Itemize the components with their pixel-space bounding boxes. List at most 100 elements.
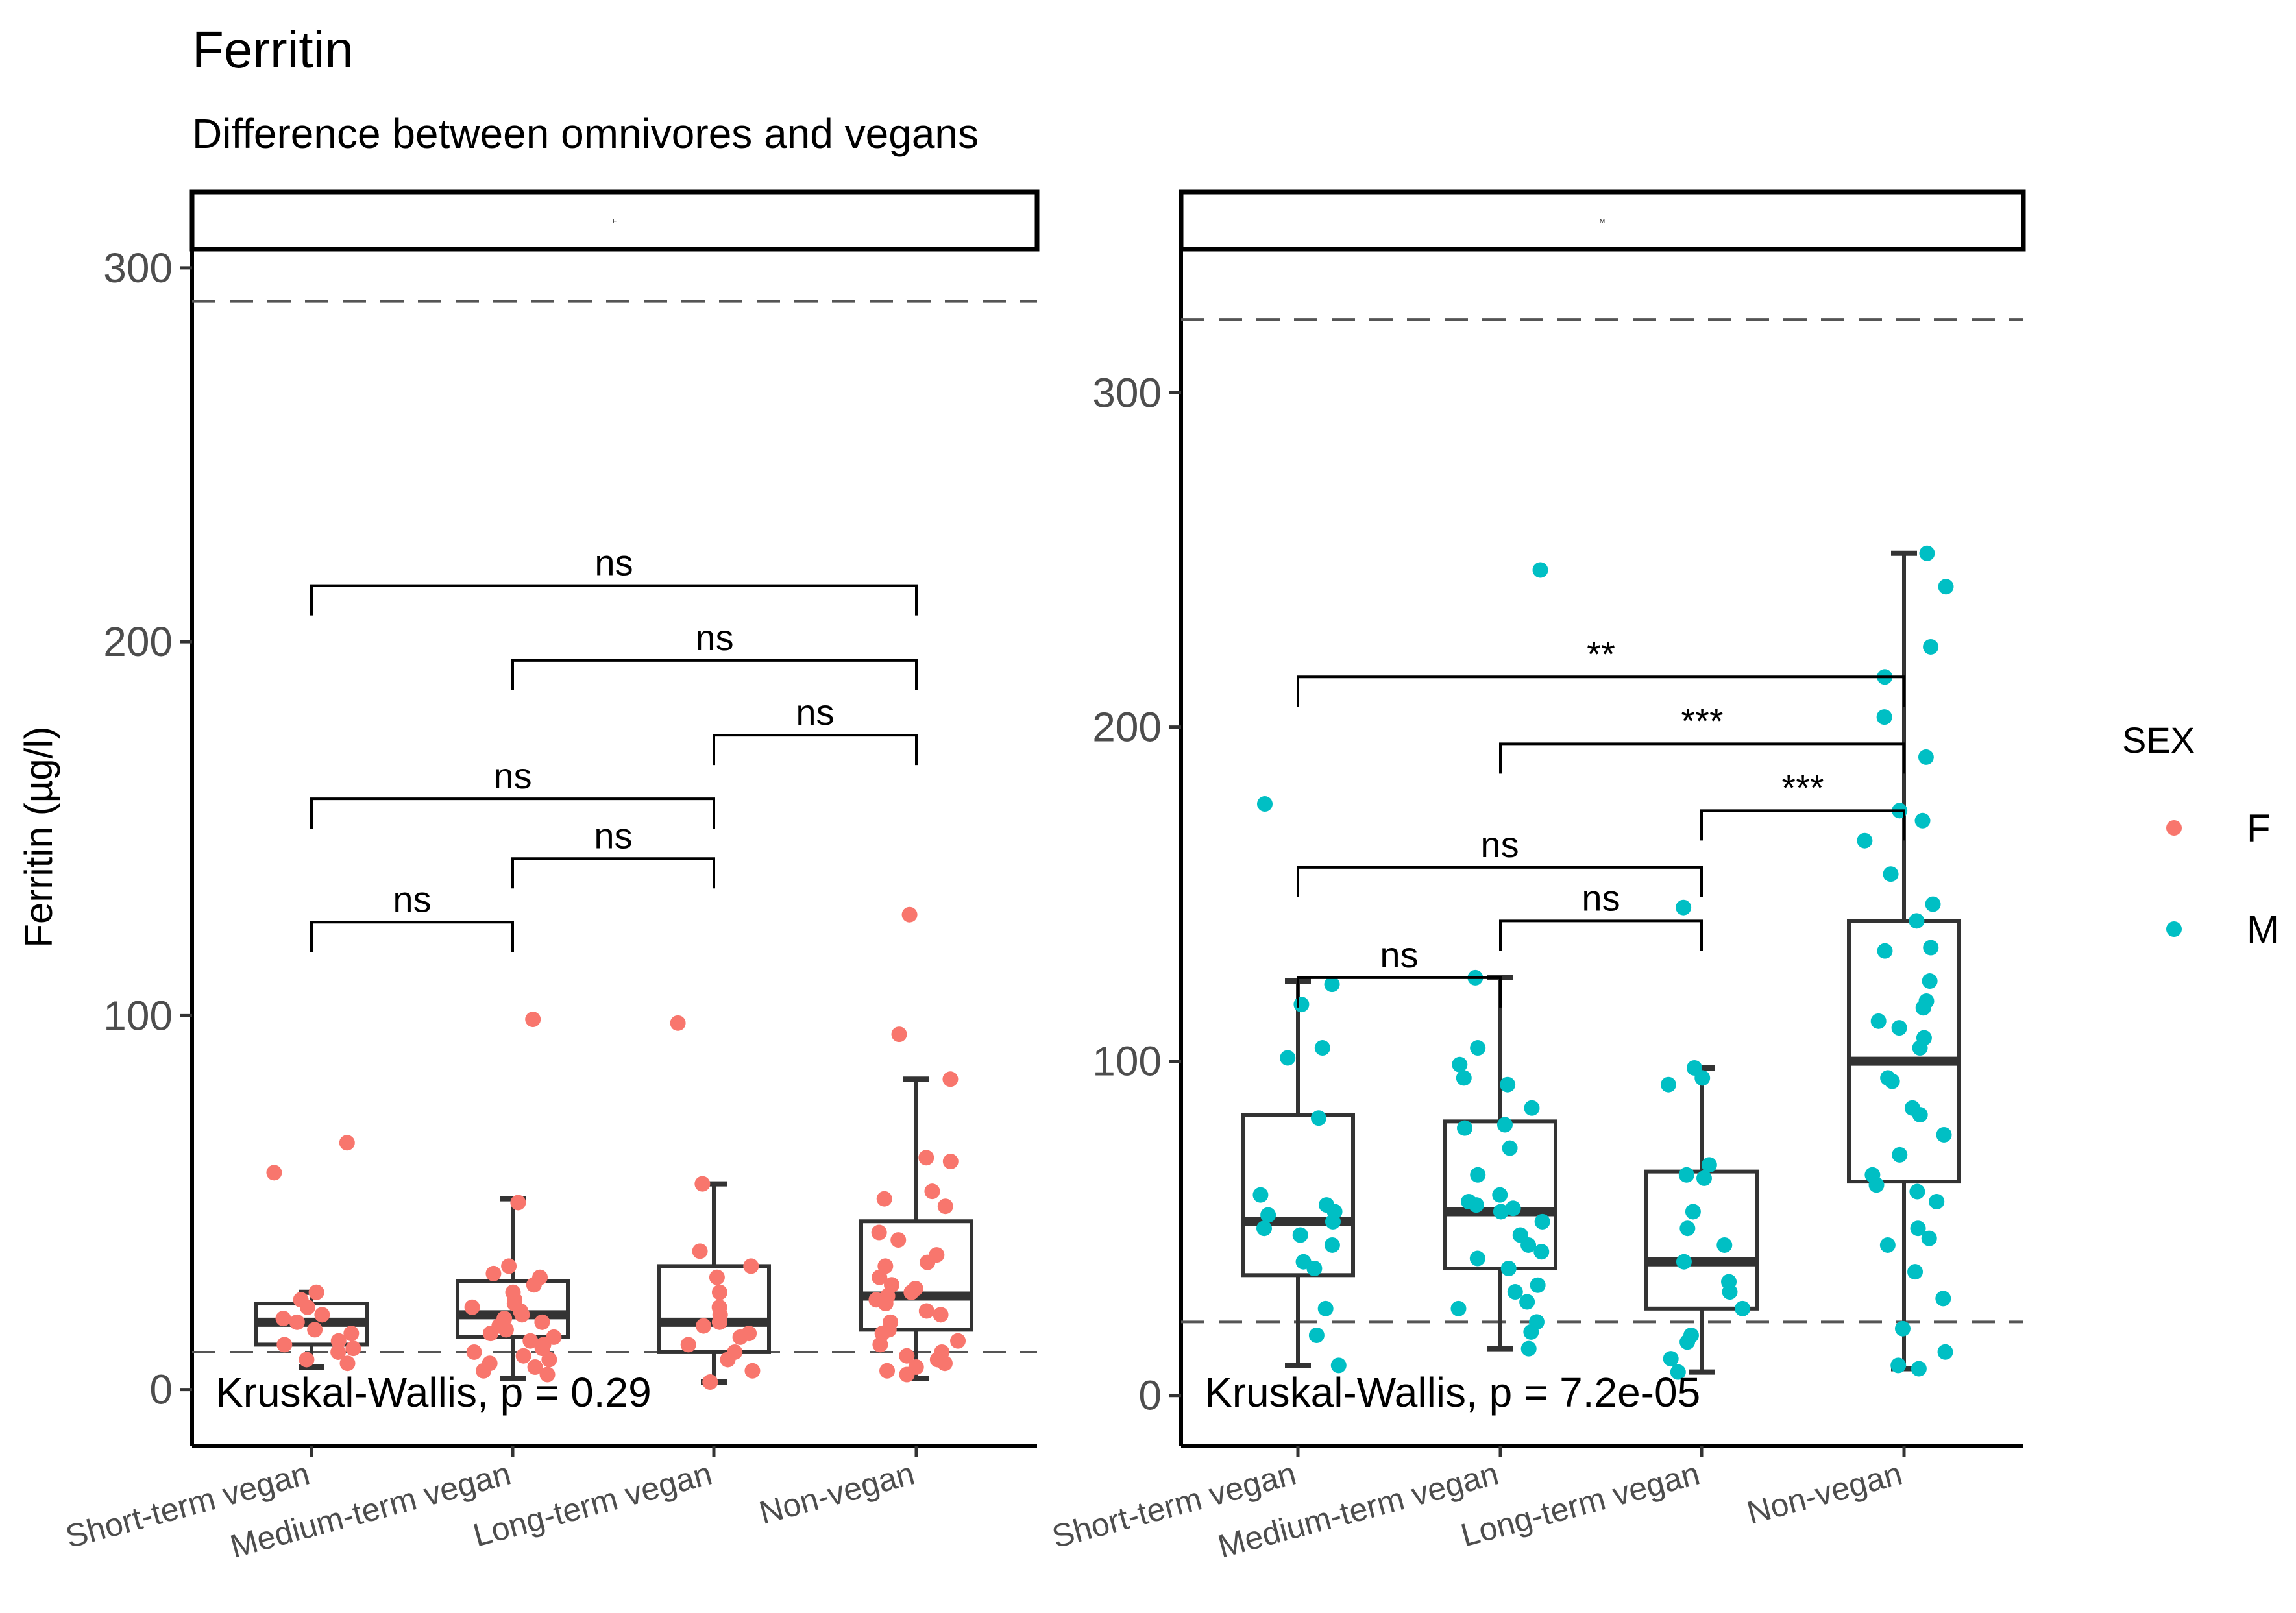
data-point [918,1303,934,1319]
data-point [1919,545,1935,561]
data-point [1306,1261,1323,1277]
data-point [1256,1220,1272,1237]
data-point [692,1243,708,1259]
data-point [1722,1284,1738,1300]
data-point [534,1340,550,1357]
data-point [1520,1340,1537,1357]
box-iqr [1847,919,1961,1184]
data-point [1912,1040,1928,1056]
data-point [476,1363,492,1379]
comparison-label: ns [1380,934,1418,975]
data-point [1252,1187,1269,1203]
data-point [1912,1107,1928,1123]
comparison-bracket [310,584,918,616]
data-point [1456,1070,1472,1086]
data-point [1892,1146,1908,1163]
data-point [950,1333,966,1349]
data-point [1530,1277,1546,1293]
data-point [1500,1076,1516,1093]
comparison-label: ns [594,815,632,856]
data-point [299,1352,315,1368]
data-point [1735,1300,1751,1316]
data-point [702,1374,718,1390]
comparison-bracket [713,734,918,766]
data-point [1910,1220,1926,1237]
data-point [696,1318,712,1334]
data-point [1324,976,1340,993]
comparison-bracket [1297,976,1502,1008]
y-tick-label: 300 [1092,369,1162,416]
data-point [330,1333,347,1349]
data-point [732,1329,748,1345]
y-tick-label: 0 [149,1366,173,1413]
data-point [1502,1140,1518,1156]
data-point [1470,1167,1486,1183]
data-point [289,1314,305,1330]
box-iqr [456,1279,570,1339]
data-point [1496,1117,1513,1133]
data-point [307,1322,323,1338]
data-point [1685,1204,1701,1220]
data-point [539,1366,556,1383]
data-point [514,1307,530,1323]
data-point [1670,1364,1686,1380]
data-point [899,1366,915,1383]
data-point [343,1326,360,1342]
y-tick-label: 300 [103,245,173,291]
comparison-label: ns [796,692,834,733]
facet-strip-label: F [613,218,617,225]
data-point [1679,1334,1696,1350]
kruskal-wallis-label: Kruskal-Wallis, p = 0.29 [215,1369,652,1416]
comparison-bracket [310,797,715,829]
data-point [299,1299,315,1315]
comparison-label: *** [1781,767,1824,808]
data-point [1937,1344,1953,1360]
data-point [680,1337,696,1353]
data-point [871,1224,887,1241]
data-point [1876,709,1892,725]
comparison-bracket [511,857,715,889]
data-point [330,1344,347,1360]
y-axis-label: Ferritin (µg/l) [17,726,60,947]
data-point [515,1348,531,1364]
x-tick-label: Non-vegan [1743,1455,1906,1531]
data-point [903,1284,920,1300]
data-point [345,1340,361,1357]
data-point [1857,832,1873,849]
legend: SEX F M [2122,720,2279,951]
data-point [1324,1237,1340,1253]
kruskal-wallis-label: Kruskal-Wallis, p = 7.2e-05 [1204,1369,1700,1416]
data-point [1524,1100,1540,1116]
data-point [1676,899,1692,916]
data-point [1921,1230,1937,1246]
x-tick-label: Non-vegan [755,1455,918,1531]
data-point [711,1284,727,1300]
data-point [1701,1157,1717,1173]
data-point [275,1311,291,1327]
data-point [1519,1294,1535,1310]
data-point [1663,1351,1679,1367]
data-point [1470,1040,1486,1056]
data-point [920,1254,936,1270]
y-tick-label: 100 [103,992,173,1039]
data-point [942,1071,959,1087]
data-point [339,1135,355,1151]
legend-label-f: F [2247,806,2271,850]
data-point [1891,1020,1907,1036]
data-point [1469,1250,1485,1267]
legend-key-m [2166,921,2182,937]
data-point [1914,812,1931,829]
facet-strip [189,189,1040,252]
comparison-bracket [1297,866,1703,897]
data-point [1923,638,1939,655]
data-point [1929,1193,1945,1209]
comparison-label: ns [594,542,633,583]
data-point [1915,1000,1931,1016]
box-iqr [859,1219,973,1332]
data-point [1660,1076,1676,1093]
data-point [1877,943,1893,959]
box-iqr [657,1264,771,1354]
